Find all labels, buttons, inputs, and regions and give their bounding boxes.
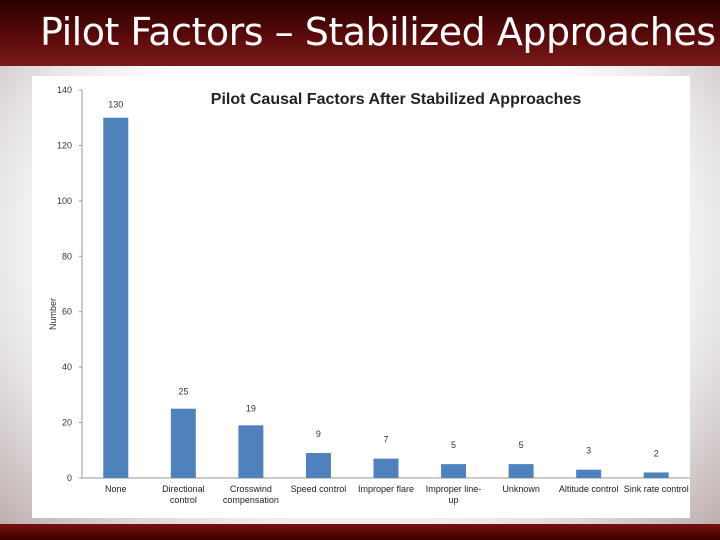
data-label: 5 — [519, 440, 524, 450]
bar — [508, 464, 534, 478]
category-label: Directional control — [162, 484, 205, 505]
data-label: 7 — [383, 435, 388, 445]
category-label-line: Sink rate control — [624, 484, 689, 494]
bar — [170, 408, 196, 478]
bar — [305, 453, 331, 478]
category-label-line: compensation — [223, 495, 279, 505]
category-label: None — [105, 484, 127, 494]
data-label: 25 — [178, 387, 188, 397]
category-label: Speed control — [291, 484, 347, 494]
category-label: Crosswind compensation — [223, 484, 279, 505]
y-tick-label: 140 — [57, 85, 72, 95]
category-label-line: control — [170, 495, 197, 505]
bar — [103, 117, 129, 478]
bar — [576, 469, 602, 478]
bottom-band — [0, 524, 720, 540]
chart-panel: Pilot Causal Factors After Stabilized Ap… — [32, 76, 690, 518]
y-tick-label: 80 — [62, 251, 72, 261]
data-label: 9 — [316, 429, 321, 439]
category-label-line: Directional — [162, 484, 205, 494]
data-label: 3 — [586, 446, 591, 456]
data-label: 2 — [654, 448, 659, 458]
y-tick-label: 60 — [62, 307, 72, 317]
y-tick-label: 0 — [67, 473, 72, 483]
category-label: Improper line-up — [426, 484, 482, 505]
category-label-line: Improper line- — [426, 484, 482, 494]
bar — [373, 458, 399, 478]
y-tick-label: 20 — [62, 418, 72, 428]
data-label: 5 — [451, 440, 456, 450]
chart-title: Pilot Causal Factors After Stabilized Ap… — [211, 91, 582, 108]
bar-chart: Pilot Causal Factors After Stabilized Ap… — [48, 85, 690, 505]
data-label: 19 — [246, 403, 256, 413]
y-axis-label: Number — [48, 298, 58, 330]
bar — [441, 464, 467, 478]
data-label: 130 — [108, 100, 123, 110]
category-label: Altitude control — [559, 484, 619, 494]
category-label-line: None — [105, 484, 127, 494]
y-tick-label: 40 — [62, 362, 72, 372]
category-label-line: Unknown — [502, 484, 540, 494]
y-tick-label: 120 — [57, 140, 72, 150]
category-label-line: up — [449, 495, 459, 505]
category-label-line: Altitude control — [559, 484, 619, 494]
category-label: Improper flare — [358, 484, 414, 494]
category-label: Unknown — [502, 484, 540, 494]
bar — [238, 425, 264, 478]
category-label-line: Speed control — [291, 484, 347, 494]
category-label-line: Crosswind — [230, 484, 272, 494]
category-label: Sink rate control — [624, 484, 689, 494]
y-tick-label: 100 — [57, 196, 72, 206]
bar — [643, 472, 669, 478]
slide-title: Pilot Factors – Stabilized Approaches — [40, 10, 716, 54]
title-band — [0, 0, 720, 66]
category-label-line: Improper flare — [358, 484, 414, 494]
